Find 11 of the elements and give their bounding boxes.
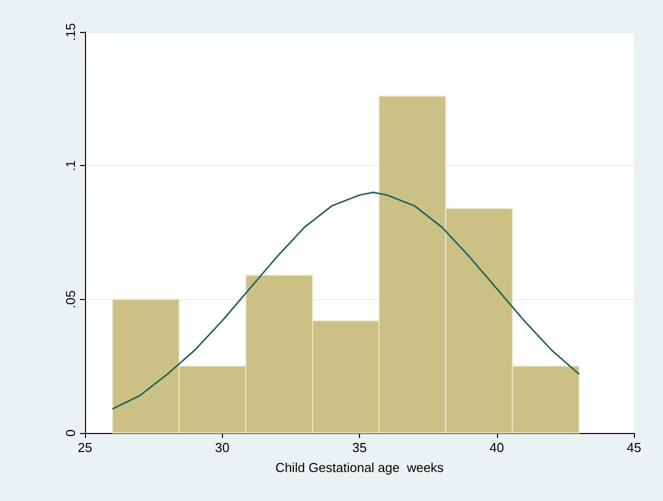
x-tick-label: 25 — [78, 440, 92, 455]
x-tick-label: 30 — [215, 440, 230, 455]
x-tick-label: 35 — [352, 440, 367, 455]
x-tick-label: 40 — [490, 440, 504, 455]
y-tick-label: .15 — [63, 22, 78, 42]
y-tick-label: 0 — [63, 429, 78, 437]
x-tick-label: 45 — [626, 440, 642, 455]
y-tick-label: .05 — [63, 290, 78, 308]
x-axis-title: Child Gestational age weeks — [275, 460, 444, 475]
line-series — [112, 192, 580, 410]
y-tick-label: .1 — [63, 160, 78, 172]
